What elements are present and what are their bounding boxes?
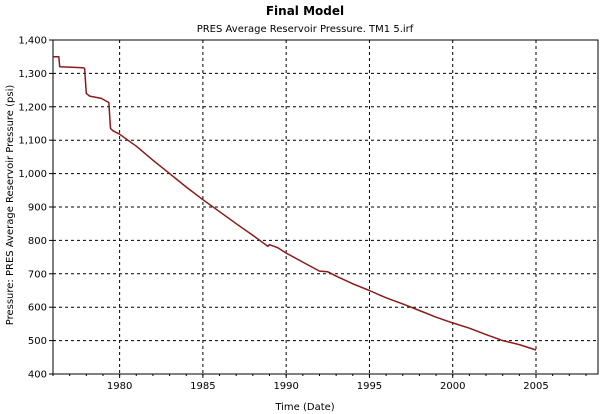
x-tick-label: 1995 [357,381,382,392]
chart-title: Final Model [266,4,344,18]
y-tick-label: 600 [28,303,47,314]
y-tick-label: 1,200 [18,102,47,113]
pressure-series-line [53,55,537,351]
y-tick-label: 500 [28,336,47,347]
y-tick-label: 1,000 [18,169,47,180]
x-tick-label: 1985 [190,381,215,392]
y-tick-label: 900 [28,203,47,214]
grid-lines [53,40,598,374]
y-tick-label: 800 [28,236,47,247]
chart-subtitle: PRES Average Reservoir Pressure. TM1 5.i… [197,24,414,35]
x-axis-title: Time (Date) [274,402,334,413]
x-tick-label: 2005 [523,381,548,392]
x-tick-label: 1990 [273,381,298,392]
y-tick-label: 400 [28,370,47,381]
y-tick-label: 700 [28,269,47,280]
y-tick-label: 1,300 [18,69,47,80]
axis-ticks: 400 500 600 700 800 900 1,000 1,100 1,200 1,300 1,… [18,36,587,392]
y-tick-label: 1,100 [18,136,47,147]
series-group [53,55,537,351]
x-tick-label: 1980 [107,381,132,392]
y-tick-label: 1,400 [18,36,47,47]
x-tick-label: 2000 [440,381,465,392]
y-axis-title: Pressure: PRES Average Reservoir Pressur… [5,85,16,326]
